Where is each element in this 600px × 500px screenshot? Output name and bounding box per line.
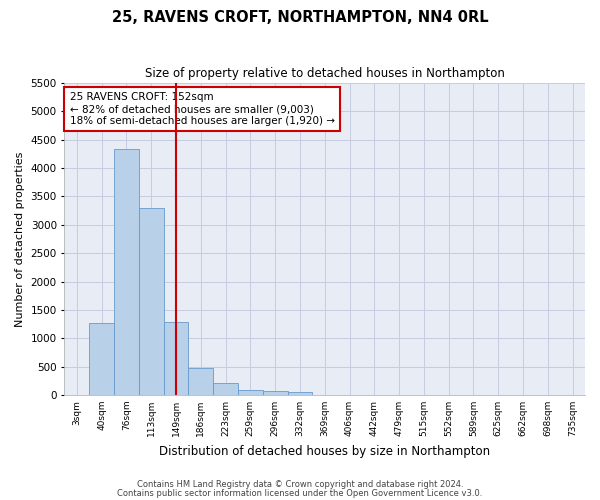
Bar [89, 323, 114, 395]
Bar [213, 383, 238, 395]
Bar [238, 390, 263, 395]
Text: 25 RAVENS CROFT: 152sqm
← 82% of detached houses are smaller (9,003)
18% of semi: 25 RAVENS CROFT: 152sqm ← 82% of detache… [70, 92, 335, 126]
Title: Size of property relative to detached houses in Northampton: Size of property relative to detached ho… [145, 68, 505, 80]
X-axis label: Distribution of detached houses by size in Northampton: Distribution of detached houses by size … [159, 444, 490, 458]
Bar [263, 391, 287, 395]
Bar [287, 392, 313, 395]
Text: Contains public sector information licensed under the Open Government Licence v3: Contains public sector information licen… [118, 488, 482, 498]
Bar [188, 368, 213, 395]
Y-axis label: Number of detached properties: Number of detached properties [15, 152, 25, 326]
Text: Contains HM Land Registry data © Crown copyright and database right 2024.: Contains HM Land Registry data © Crown c… [137, 480, 463, 489]
Text: 25, RAVENS CROFT, NORTHAMPTON, NN4 0RL: 25, RAVENS CROFT, NORTHAMPTON, NN4 0RL [112, 10, 488, 25]
Bar [114, 150, 139, 395]
Bar [139, 208, 164, 395]
Bar [164, 322, 188, 395]
